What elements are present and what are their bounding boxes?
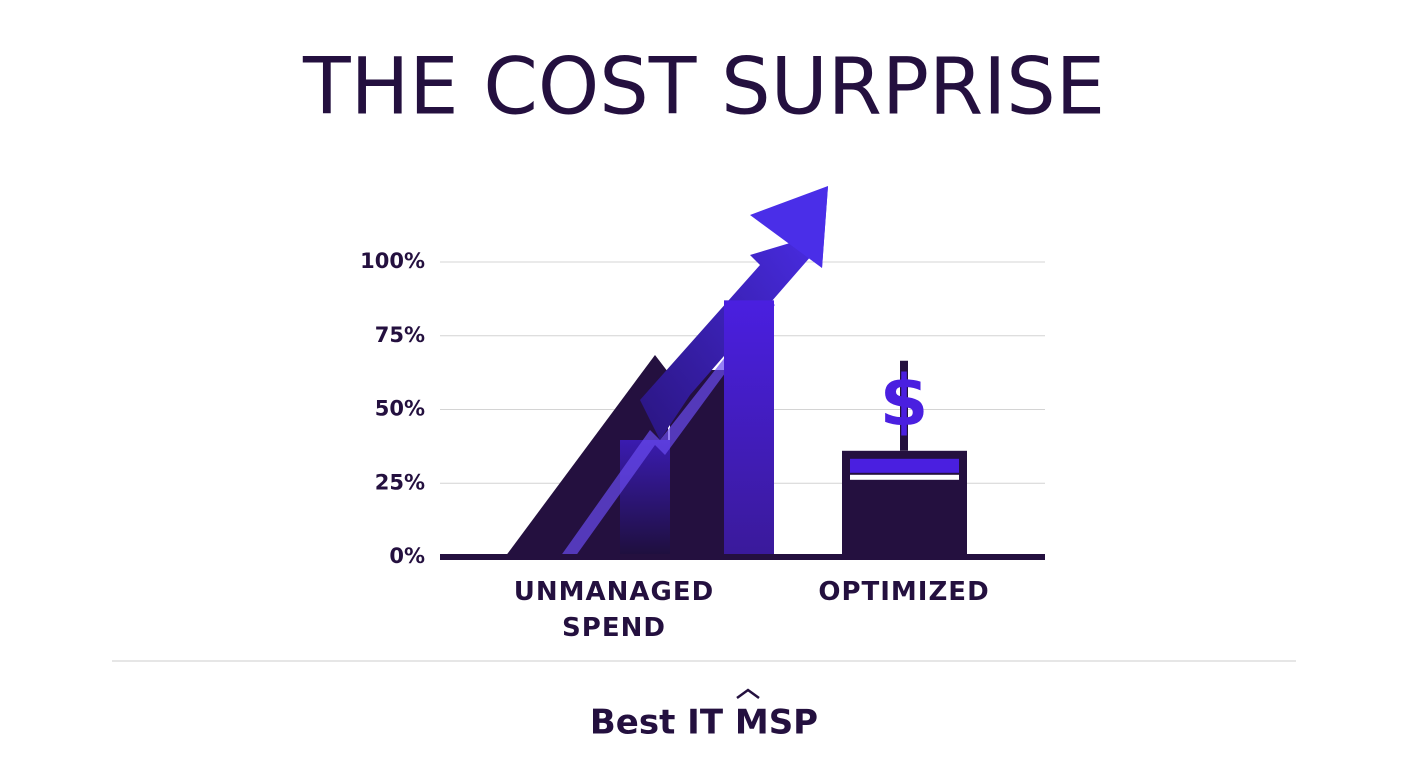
y-tick-label: 0% (389, 544, 425, 568)
brand-caret (736, 688, 760, 700)
x-tick-label: UNMANAGED SPEND (513, 577, 715, 643)
y-tick-label: 100% (360, 249, 425, 273)
arrow-head (750, 186, 828, 268)
bar-stripe (850, 458, 959, 473)
step (620, 440, 670, 557)
brand: Best IT MSP (590, 703, 818, 743)
dollar-icon: $ (880, 360, 929, 442)
bar (724, 300, 774, 557)
x-tick-label: OPTIMIZED (818, 577, 990, 607)
y-tick-label: 50% (375, 397, 425, 421)
decoration (505, 186, 828, 557)
bar-stripe (850, 474, 959, 480)
trend-line (560, 300, 775, 557)
chart-title: THE COST SURPRISE (302, 42, 1105, 132)
y-tick-label: 75% (375, 323, 425, 347)
y-tick-label: 25% (375, 470, 425, 494)
